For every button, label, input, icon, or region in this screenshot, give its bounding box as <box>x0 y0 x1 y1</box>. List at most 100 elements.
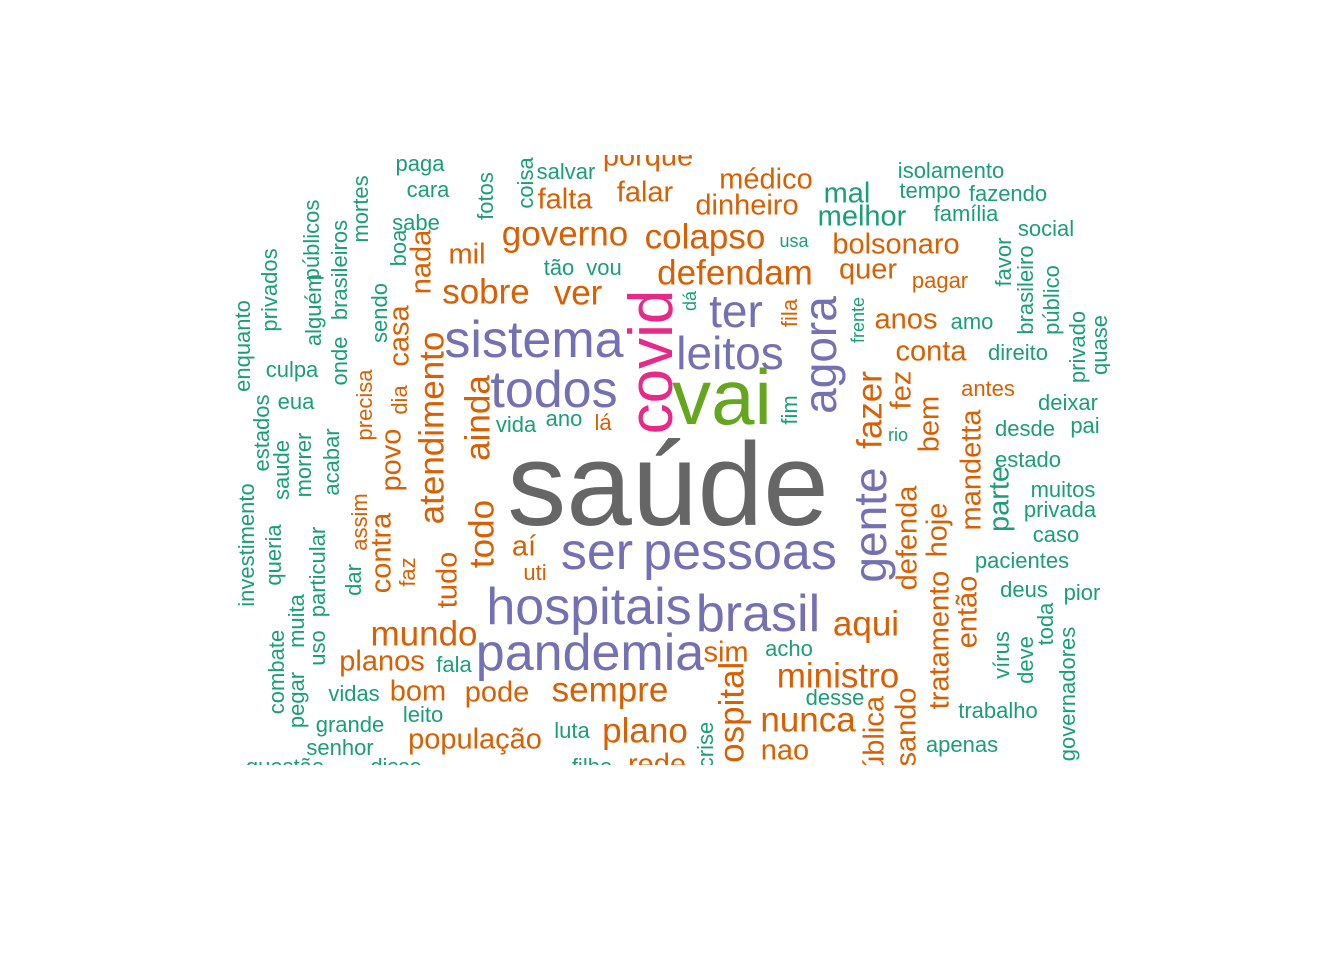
word: quase <box>1087 315 1110 375</box>
word: faz <box>395 557 420 587</box>
word: desde <box>995 416 1055 441</box>
word: pacientes <box>974 548 1070 573</box>
word: eua <box>277 389 315 414</box>
word: fila <box>777 298 802 328</box>
word: nunca <box>760 700 856 740</box>
word: sobre <box>442 272 530 312</box>
word: dia <box>387 385 412 415</box>
word: todos <box>490 361 618 419</box>
word: boa <box>386 229 411 267</box>
word: mundo <box>370 614 478 654</box>
word: hospital <box>712 661 752 765</box>
word: sabe <box>392 210 440 235</box>
word: filho <box>572 756 612 766</box>
word: ministro <box>776 656 900 696</box>
word: fez <box>885 370 918 410</box>
word: leito <box>402 702 444 727</box>
word: saude <box>269 440 294 500</box>
word: gente <box>844 467 896 583</box>
word: leitos <box>676 327 784 379</box>
word: apenas <box>925 732 999 757</box>
word: brasileiro <box>1013 245 1038 335</box>
word: pior <box>1063 580 1101 605</box>
word: questão <box>246 756 324 766</box>
word: queria <box>261 524 286 586</box>
word: bolsonaro <box>832 228 960 261</box>
word: ainda <box>458 375 498 461</box>
word: enquanto <box>230 300 255 392</box>
word: fim <box>777 395 802 425</box>
word: mal <box>823 177 871 210</box>
word: pagar <box>911 268 969 293</box>
word: saúde <box>507 419 829 551</box>
word: lá <box>594 410 612 435</box>
word: pessoas <box>643 523 837 581</box>
word: ter <box>709 285 763 337</box>
word: desse <box>805 685 865 710</box>
word: fazendo <box>968 181 1048 206</box>
word: médico <box>719 163 813 196</box>
word: trabalho <box>958 698 1038 723</box>
word: privada <box>1023 497 1097 522</box>
word: privado <box>1065 310 1090 384</box>
word: família <box>933 201 999 226</box>
word: frente <box>848 296 868 344</box>
word: fotos <box>473 172 498 220</box>
word: deixar <box>1038 390 1098 415</box>
word: paga <box>395 155 445 176</box>
word: atendimento <box>412 331 452 525</box>
word: agora <box>794 296 846 414</box>
word: brasileiros <box>327 219 352 321</box>
word: dinheiro <box>695 189 799 222</box>
word: direito <box>988 340 1048 365</box>
word: dá <box>680 290 700 312</box>
word: conta <box>895 335 967 368</box>
word: fazer <box>850 371 890 449</box>
word: sim <box>703 636 749 669</box>
word: então <box>951 575 984 649</box>
word: sendo <box>367 283 392 343</box>
word: nada <box>405 229 438 295</box>
word: onde <box>327 336 352 386</box>
word: muitos <box>1030 477 1096 502</box>
word: toda <box>1033 602 1058 646</box>
word: uso <box>305 630 330 666</box>
word: parte <box>983 465 1016 533</box>
word: hospitais <box>486 578 692 636</box>
word: mil <box>448 238 486 271</box>
word: pai <box>1070 413 1100 438</box>
word: vida <box>495 412 537 437</box>
word: disse <box>370 756 421 766</box>
word: vai <box>672 353 772 441</box>
word: anos <box>874 303 938 336</box>
word: falta <box>537 183 593 216</box>
word: usando <box>890 687 923 765</box>
word: rio <box>887 425 909 445</box>
word: colapso <box>644 217 766 257</box>
word: culpa <box>265 357 319 382</box>
word: luta <box>554 718 590 743</box>
word: brasil <box>695 585 821 643</box>
word: aqui <box>832 604 900 644</box>
word: crise <box>693 721 718 765</box>
word: ser <box>560 523 634 581</box>
word: covid <box>617 289 686 435</box>
word: defenda <box>891 485 924 591</box>
word: investimento <box>234 483 259 607</box>
word: assim <box>347 493 372 551</box>
word: precisa <box>352 369 377 441</box>
word: defendam <box>657 253 813 293</box>
word: povo <box>375 428 408 492</box>
word: governo <box>501 214 629 254</box>
word: plano <box>602 711 688 751</box>
word-cloud-area: saúde vai covid todos sistema pessoas ser hospi… <box>230 155 1110 765</box>
word: cara <box>406 177 450 202</box>
word: dar <box>341 564 366 596</box>
word: antes <box>961 376 1015 401</box>
word: quer <box>838 253 898 286</box>
word: porque <box>602 155 694 173</box>
word: isolamento <box>897 158 1005 183</box>
word: tratamento <box>923 570 956 710</box>
word: nao <box>760 734 810 765</box>
word: usa <box>779 231 809 251</box>
